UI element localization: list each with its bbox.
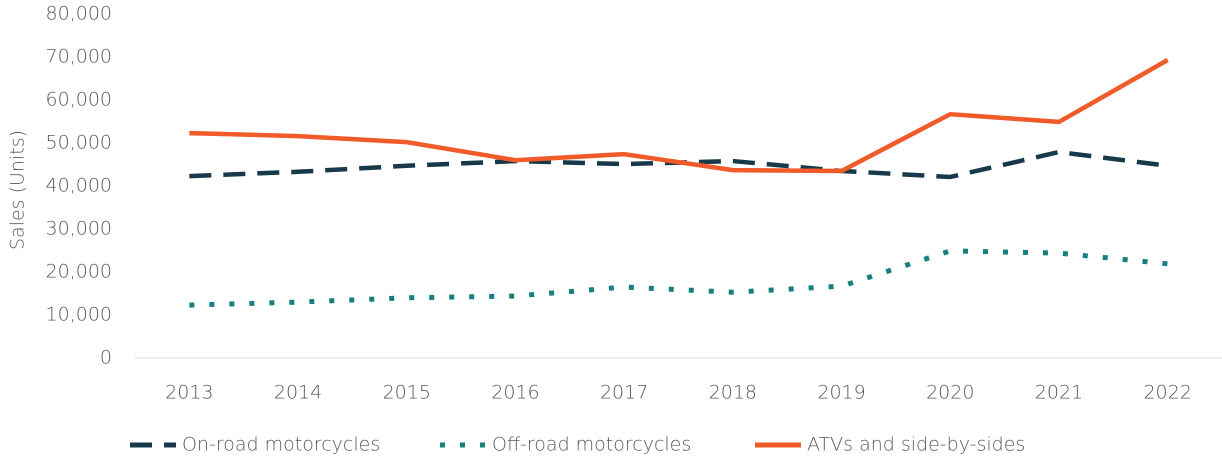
line-series bbox=[189, 58, 1169, 174]
x-tick-label: 2022 bbox=[1143, 382, 1191, 404]
x-tick-label: 2019 bbox=[817, 382, 865, 404]
y-tick-label: 70,000 bbox=[46, 46, 112, 68]
line-series bbox=[189, 248, 1168, 308]
x-tick-label: 2017 bbox=[600, 382, 648, 404]
x-tick-label: 2016 bbox=[491, 382, 539, 404]
y-tick-label: 20,000 bbox=[46, 261, 112, 283]
line-series bbox=[189, 149, 1168, 180]
legend-label: Off-road motorcycles bbox=[492, 434, 691, 456]
y-tick-label: 80,000 bbox=[46, 3, 112, 25]
y-tick-label: 10,000 bbox=[46, 304, 112, 326]
y-tick-label: 30,000 bbox=[46, 218, 112, 240]
x-tick-label: 2020 bbox=[926, 382, 974, 404]
legend-label: ATVs and side-by-sides bbox=[807, 434, 1025, 456]
x-tick-label: 2015 bbox=[383, 382, 431, 404]
x-tick-label: 2021 bbox=[1035, 382, 1083, 404]
y-tick-label: 0 bbox=[100, 347, 112, 369]
y-tick-label: 60,000 bbox=[46, 89, 112, 111]
y-tick-label: 50,000 bbox=[46, 132, 112, 154]
legend-label: On-road motorcycles bbox=[182, 434, 380, 456]
x-tick-label: 2018 bbox=[709, 382, 757, 404]
x-tick-label: 2013 bbox=[165, 382, 213, 404]
x-tick-label: 2014 bbox=[274, 382, 322, 404]
y-tick-label: 40,000 bbox=[46, 175, 112, 197]
y-axis-title: Sales (Units) bbox=[7, 130, 29, 250]
